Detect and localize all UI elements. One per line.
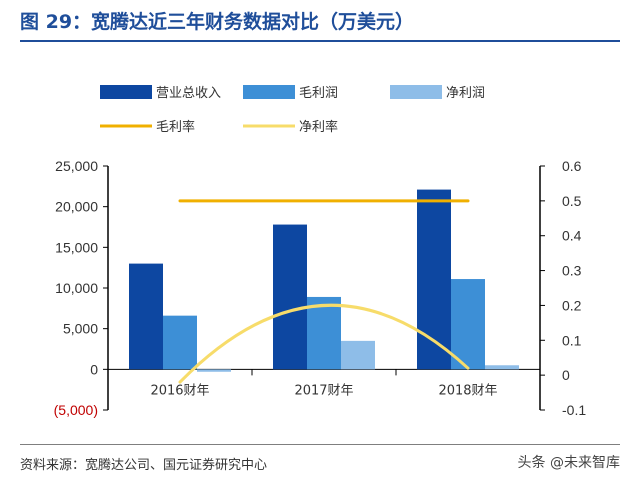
bar-毛利润 <box>451 279 485 370</box>
left-tick-label: 0 <box>90 361 98 377</box>
legend-swatch-毛利润 <box>243 85 295 99</box>
bar-营业总收入 <box>273 224 307 370</box>
right-tick-label: 0.6 <box>562 158 582 174</box>
bar-毛利润 <box>307 296 341 370</box>
figure-title: 图 29：宽腾达近三年财务数据对比（万美元） <box>20 11 415 33</box>
left-tick-label: (5,000) <box>54 402 98 418</box>
left-tick-label: 20,000 <box>55 199 98 215</box>
category-label: 2016财年 <box>150 383 209 398</box>
category-label: 2017财年 <box>294 383 353 398</box>
line-净利率 <box>178 303 470 384</box>
left-tick-label: 15,000 <box>55 239 98 255</box>
right-tick-label: 0.2 <box>562 297 582 313</box>
right-tick-label: 0.1 <box>562 332 582 348</box>
legend-swatch-净利润 <box>390 85 442 99</box>
category-label: 2018财年 <box>438 383 497 398</box>
right-tick-label: -0.1 <box>562 402 586 418</box>
legend-label-营业总收入: 营业总收入 <box>156 86 221 101</box>
legend-swatch-营业总收入 <box>100 85 152 99</box>
bar-营业总收入 <box>129 263 163 370</box>
right-tick-label: 0 <box>562 367 570 383</box>
left-tick-label: 10,000 <box>55 280 98 296</box>
left-tick-label: 5,000 <box>63 321 98 337</box>
bar-毛利润 <box>163 315 197 370</box>
bar-净利润 <box>197 369 231 372</box>
footer-rule <box>20 444 620 445</box>
legend-label-毛利润: 毛利润 <box>299 86 338 101</box>
right-tick-label: 0.4 <box>562 228 582 244</box>
bar-净利润 <box>341 340 375 370</box>
right-tick-label: 0.3 <box>562 263 582 279</box>
left-tick-label: 25,000 <box>55 158 98 174</box>
legend-label-净利率: 净利率 <box>299 119 338 135</box>
watermark: 头条 @未来智库 <box>517 455 620 471</box>
combo-chart: (5,000) 0 5,000 10,000 15,000 20,000 25,000 -0.… <box>54 85 586 418</box>
source-note: 资料来源：宽腾达公司、国元证券研究中心 <box>20 458 268 473</box>
legend-label-净利润: 净利润 <box>446 86 485 101</box>
title-rule <box>20 40 620 42</box>
right-tick-label: 0.5 <box>562 193 582 209</box>
bar-净利润 <box>485 365 519 370</box>
legend-label-毛利率: 毛利率 <box>156 119 195 135</box>
